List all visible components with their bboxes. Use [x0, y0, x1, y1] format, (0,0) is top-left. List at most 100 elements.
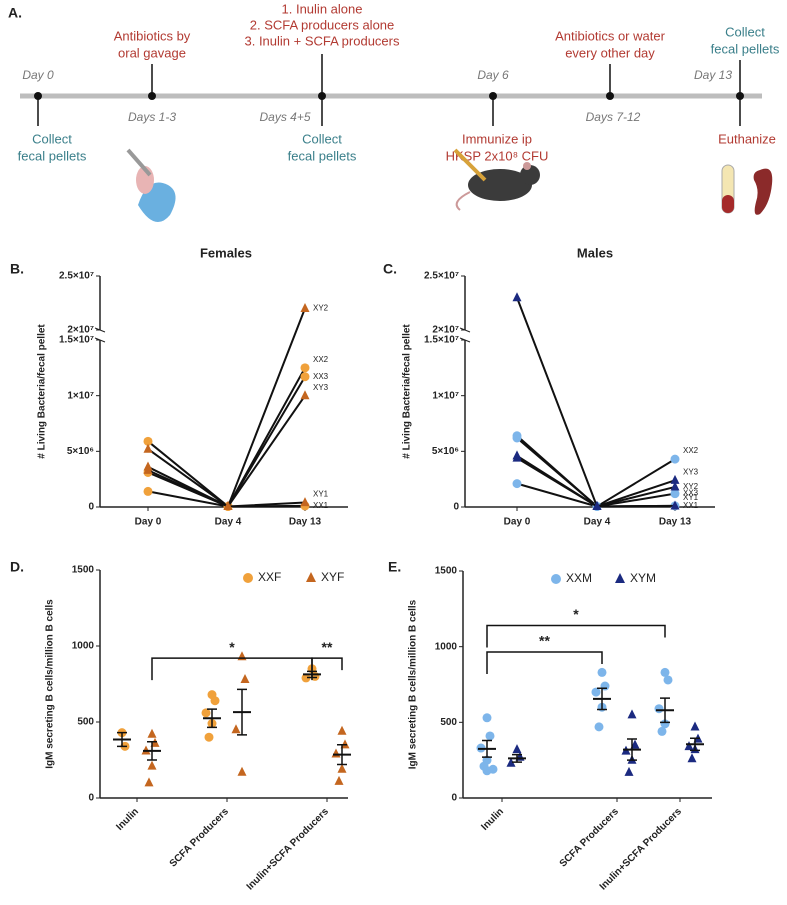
- note: 1. Inulin alone: [282, 1, 363, 16]
- y-tick-label: 1000: [435, 641, 458, 652]
- panel-label: C.: [383, 261, 397, 277]
- x-tick-label: Day 4: [584, 517, 611, 528]
- x-tick-label: Day 0: [504, 517, 531, 528]
- y-tick-label: 0: [88, 793, 94, 804]
- series-label: XX3: [683, 489, 699, 498]
- legend-label: XXM: [566, 571, 592, 585]
- x-tick-label: Day 13: [659, 517, 692, 528]
- marker: [627, 709, 637, 719]
- series-line: [147, 376, 306, 508]
- marker: [204, 732, 214, 742]
- marker: [300, 303, 310, 312]
- marker: [690, 721, 700, 731]
- marker: [240, 674, 250, 684]
- tube-icon: [721, 164, 773, 215]
- significance-label: *: [573, 606, 579, 622]
- x-tick-label: SCFA Producers: [558, 806, 622, 870]
- y-tick-label: 1.5×10⁷: [424, 335, 459, 346]
- y-tick-label: 2.5×10⁷: [424, 271, 459, 282]
- marker: [144, 777, 154, 787]
- marker: [231, 724, 241, 734]
- day-label: Day 0: [22, 68, 54, 82]
- marker: [512, 292, 522, 302]
- note: every other day: [565, 45, 655, 60]
- marker: [143, 464, 153, 474]
- marker: [591, 687, 601, 697]
- error-bar: [337, 744, 347, 766]
- error-bar: [512, 753, 522, 763]
- series-line: [147, 466, 306, 508]
- marker: [624, 766, 634, 776]
- series-line: [147, 308, 306, 509]
- panel-label: A.: [8, 5, 22, 21]
- note: Antibiotics or water: [555, 28, 665, 43]
- marker: [670, 489, 680, 499]
- marker: [201, 708, 211, 718]
- marker: [306, 572, 316, 582]
- series-label: XX1: [313, 501, 329, 510]
- day-label: Day 6: [477, 68, 509, 82]
- y-tick-label: 1500: [435, 566, 458, 577]
- marker: [300, 497, 310, 507]
- marker: [147, 728, 157, 738]
- y-tick-label: 0: [451, 793, 457, 804]
- note: 2. SCFA producers alone: [250, 17, 395, 32]
- day-label: Day 13: [694, 68, 732, 82]
- marker: [597, 667, 607, 677]
- series-label: XY3: [683, 467, 699, 476]
- chart-title: Males: [577, 245, 613, 260]
- note: HKSP 2x10⁸ CFU: [446, 148, 549, 163]
- significance-bracket: [311, 657, 343, 681]
- series-line: [147, 367, 306, 508]
- day-label: Days 1-3: [128, 110, 176, 124]
- marker: [551, 574, 561, 584]
- series-label: XY3: [313, 383, 329, 392]
- y-tick-label: 1.5×10⁷: [59, 335, 94, 346]
- marker: [337, 763, 347, 773]
- marker: [237, 766, 247, 776]
- marker: [687, 753, 697, 763]
- marker: [331, 748, 341, 758]
- day-label: Days 7-12: [586, 110, 641, 124]
- note: fecal pellets: [288, 148, 357, 163]
- marker: [670, 500, 680, 510]
- marker: [670, 481, 680, 491]
- note: Collect: [302, 131, 342, 146]
- y-tick-label: 1×10⁷: [67, 390, 94, 401]
- marker: [594, 722, 604, 732]
- series-line: [516, 457, 676, 508]
- marker: [243, 573, 253, 583]
- gavage-icon: [126, 148, 176, 223]
- note: Antibiotics by: [114, 28, 191, 43]
- marker: [512, 450, 522, 460]
- y-axis-label: # Living Bacteria/fecal pellet: [37, 324, 48, 459]
- note: fecal pellets: [711, 41, 780, 56]
- legend-label: XYF: [321, 570, 344, 584]
- y-tick-label: 0: [453, 502, 459, 513]
- x-tick-label: Day 13: [289, 517, 322, 528]
- marker: [512, 744, 522, 754]
- marker: [592, 501, 602, 511]
- marker: [684, 741, 694, 751]
- error-bar: [147, 741, 157, 761]
- series-label: XX1: [683, 501, 699, 510]
- y-axis-label: # Living Bacteria/fecal pellet: [402, 324, 413, 459]
- marker: [485, 731, 495, 741]
- marker: [334, 775, 344, 785]
- marker: [482, 713, 492, 723]
- marker: [512, 479, 522, 489]
- marker: [337, 725, 347, 735]
- series-label: XY2: [313, 304, 329, 313]
- marker: [143, 443, 153, 453]
- marker: [512, 433, 522, 443]
- marker: [660, 667, 670, 677]
- note: Immunize ip: [462, 131, 532, 146]
- error-bar: [660, 697, 670, 724]
- legend-label: XYM: [630, 571, 656, 585]
- note: oral gavage: [118, 45, 186, 60]
- y-tick-label: 2.5×10⁷: [59, 271, 94, 282]
- series-label: XX2: [313, 355, 329, 364]
- x-tick-label: Day 4: [215, 517, 242, 528]
- error-bar: [627, 738, 637, 761]
